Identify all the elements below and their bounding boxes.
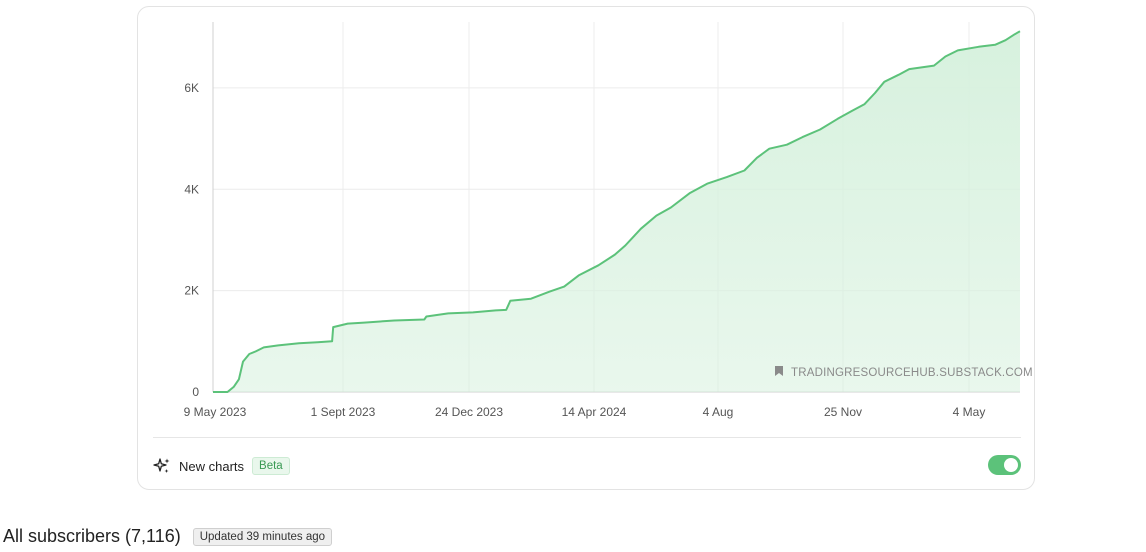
watermark-group: TRADINGRESOURCEHUB.SUBSTACK.COM <box>775 366 1033 379</box>
x-tick-label: 24 Dec 2023 <box>435 405 503 419</box>
series-line <box>213 30 1021 393</box>
x-tick-label: 9 May 2023 <box>184 405 247 419</box>
x-tick-label: 4 May <box>953 405 986 419</box>
all-subscribers-title: All subscribers (7,116) <box>3 526 181 546</box>
new-charts-control: New charts Beta <box>153 456 290 476</box>
x-tick-label: 1 Sept 2023 <box>311 405 376 419</box>
y-tick-label: 6K <box>184 81 199 95</box>
footer-divider <box>153 437 1021 438</box>
subscribers-summary: All subscribers (7,116) Updated 39 minut… <box>3 526 333 547</box>
series-area <box>213 31 1020 393</box>
x-tick-label: 4 Aug <box>703 405 734 419</box>
y-tick-label: 2K <box>184 284 199 298</box>
x-tick-label: 14 Apr 2024 <box>562 405 627 419</box>
beta-badge: Beta <box>252 457 290 475</box>
new-charts-label: New charts <box>179 458 245 474</box>
new-charts-toggle[interactable] <box>988 455 1021 475</box>
y-tick-label: 0 <box>192 385 199 399</box>
toggle-knob <box>1004 458 1018 472</box>
y-tick-label: 4K <box>184 182 199 196</box>
watermark-text: TRADINGRESOURCEHUB.SUBSTACK.COM <box>791 367 1033 379</box>
x-tick-label: 25 Nov <box>824 405 862 419</box>
updated-badge: Updated 39 minutes ago <box>192 527 333 546</box>
bookmark-icon <box>775 366 783 376</box>
sparkle-icon <box>153 457 171 475</box>
